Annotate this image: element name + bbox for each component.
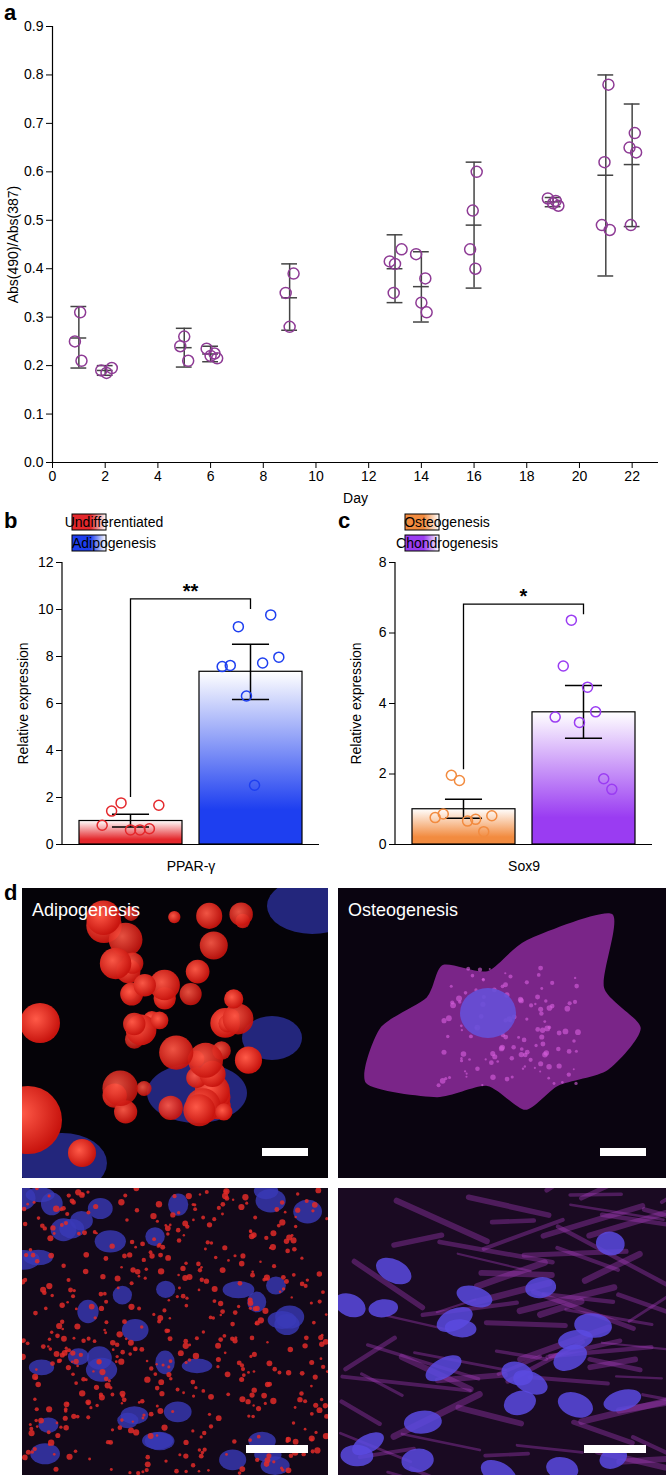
svg-text:10: 10 [38, 601, 54, 617]
svg-text:0.2: 0.2 [24, 357, 44, 373]
svg-text:22: 22 [624, 468, 640, 484]
html-text:a: a [4, 0, 17, 25]
svg-text:12: 12 [38, 554, 54, 570]
svg-text:Day: Day [343, 490, 368, 506]
svg-text:2: 2 [101, 468, 109, 484]
svg-text:18: 18 [519, 468, 535, 484]
svg-text:Sox9: Sox9 [508, 858, 540, 874]
svg-text:0.3: 0.3 [24, 309, 44, 325]
svg-text:0: 0 [46, 836, 54, 852]
svg-text:Abs(490)/Abs(387): Abs(490)/Abs(387) [5, 186, 21, 304]
svg-text:*: * [520, 585, 528, 607]
svg-text:0: 0 [379, 836, 387, 852]
html-text:c: c [338, 508, 351, 533]
svg-text:6: 6 [46, 695, 54, 711]
html-text:b: b [4, 508, 18, 533]
svg-text:0.6: 0.6 [24, 163, 44, 179]
svg-text:0.4: 0.4 [24, 260, 44, 276]
svg-text:0.9: 0.9 [24, 18, 44, 34]
svg-text:4: 4 [46, 742, 54, 758]
svg-text:0.0: 0.0 [24, 454, 44, 470]
svg-text:0.1: 0.1 [24, 406, 44, 422]
svg-text:0.7: 0.7 [24, 115, 44, 131]
svg-text:6: 6 [379, 624, 387, 640]
svg-text:**: ** [183, 580, 199, 602]
svg-text:8: 8 [379, 554, 387, 570]
svg-text:Adipogenesis: Adipogenesis [32, 900, 140, 920]
svg-text:4: 4 [154, 468, 162, 484]
svg-text:8: 8 [259, 468, 267, 484]
html-text:d: d [4, 880, 18, 905]
svg-text:12: 12 [361, 468, 377, 484]
svg-text:8: 8 [46, 648, 54, 664]
svg-text:Chondrogenesis: Chondrogenesis [396, 535, 498, 551]
svg-text:0: 0 [49, 468, 57, 484]
svg-text:2: 2 [46, 789, 54, 805]
svg-text:10: 10 [308, 468, 324, 484]
svg-text:Adipogenesis: Adipogenesis [72, 535, 156, 551]
svg-text:0.5: 0.5 [24, 212, 44, 228]
svg-text:4: 4 [379, 695, 387, 711]
svg-text:6: 6 [207, 468, 215, 484]
svg-text:20: 20 [572, 468, 588, 484]
svg-text:PPAR-γ: PPAR-γ [167, 858, 216, 874]
svg-text:16: 16 [466, 468, 482, 484]
svg-text:Osteogenesis: Osteogenesis [404, 514, 490, 530]
svg-text:Undifferentiated: Undifferentiated [65, 514, 164, 530]
svg-text:Relative expression: Relative expression [15, 642, 31, 764]
svg-text:14: 14 [414, 468, 430, 484]
svg-text:2: 2 [379, 765, 387, 781]
svg-text:0.8: 0.8 [24, 66, 44, 82]
svg-text:Osteogenesis: Osteogenesis [348, 900, 458, 920]
svg-text:Relative expression: Relative expression [348, 642, 364, 764]
